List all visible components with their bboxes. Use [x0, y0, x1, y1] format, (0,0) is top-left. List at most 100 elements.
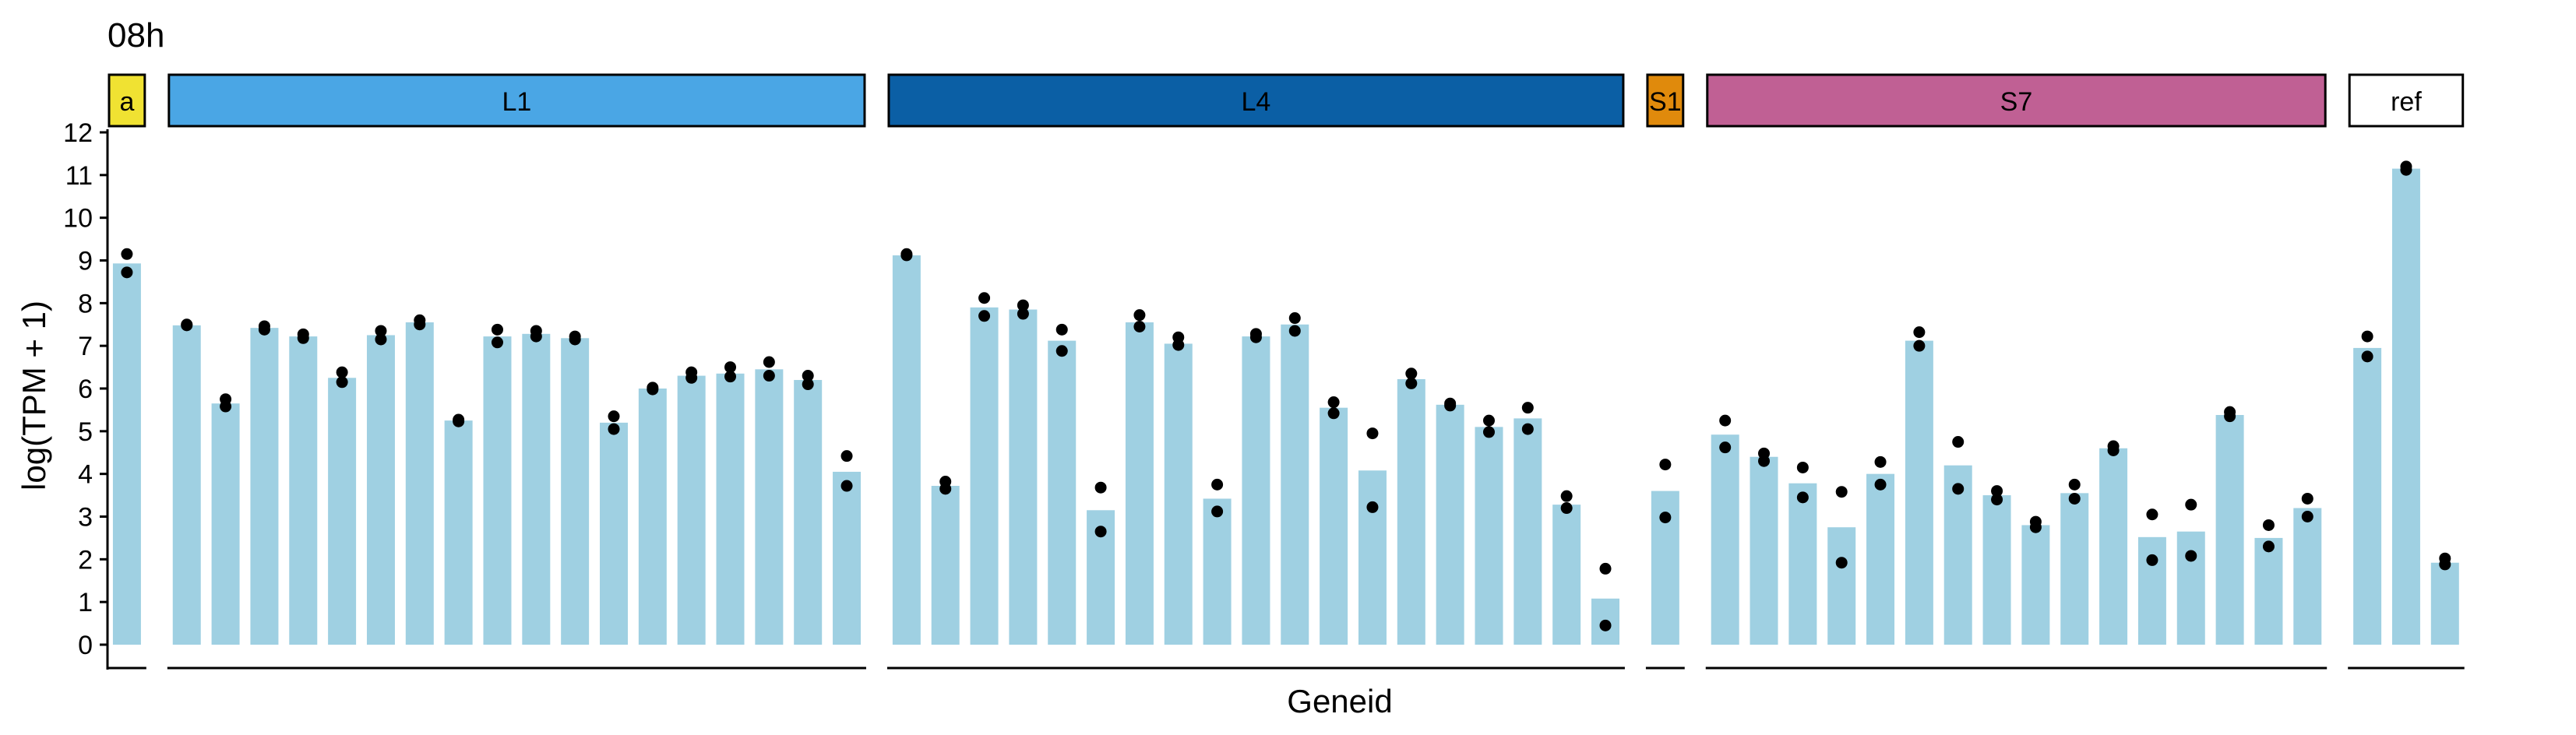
strip-L4 [887, 73, 1625, 128]
data-point [1211, 478, 1224, 491]
bar [289, 336, 318, 645]
data-point [978, 310, 991, 322]
data-point [1482, 426, 1495, 438]
bar [1514, 418, 1542, 645]
strip-label-a: a [119, 87, 134, 117]
bar [1320, 407, 1348, 645]
bar [1009, 309, 1038, 645]
strip-L1 [167, 73, 866, 128]
bar [522, 333, 551, 645]
bar [405, 322, 434, 645]
y-tick-label: 10 [63, 204, 93, 234]
data-point [1991, 494, 2003, 506]
data-point [1172, 339, 1185, 351]
strip-label-ref: ref [2391, 87, 2422, 117]
data-point [1405, 377, 1418, 389]
data-point [1599, 562, 1612, 575]
data-point [1874, 455, 1887, 468]
bar [366, 335, 395, 645]
bar [1475, 427, 1503, 645]
bar [1827, 527, 1856, 645]
y-tick-label: 11 [65, 161, 93, 191]
data-point [1659, 512, 1672, 524]
y-tick-label: 0 [78, 631, 93, 660]
y-tick-label: 7 [78, 332, 93, 361]
data-point [802, 370, 814, 382]
bar [931, 486, 960, 645]
data-point [1133, 320, 1146, 332]
bar [444, 420, 473, 645]
data-point [220, 400, 232, 413]
data-point [1913, 326, 1926, 339]
data-point [2262, 540, 2275, 553]
data-point [763, 356, 775, 368]
bar [2060, 493, 2089, 645]
bar [794, 380, 823, 645]
data-point [685, 371, 698, 384]
data-point [2029, 521, 2042, 533]
data-point [2301, 511, 2313, 522]
bar [250, 328, 279, 645]
bar [1281, 324, 1309, 645]
strip-label-S1: S1 [1649, 87, 1682, 117]
bar [1905, 340, 1933, 645]
data-point [724, 361, 737, 374]
panel-S7: S7 [1705, 73, 2328, 670]
data-point [2146, 554, 2158, 566]
data-point [1796, 461, 1809, 473]
bar [638, 389, 667, 645]
bar [716, 373, 745, 645]
bar [561, 338, 590, 645]
data-point [1288, 312, 1301, 325]
data-point [2068, 478, 2081, 491]
data-point [2301, 492, 2313, 505]
chart-title: 08h [107, 16, 164, 55]
data-point [1719, 414, 1732, 427]
data-point [1835, 557, 1848, 569]
bar [2254, 537, 2283, 645]
bar [1048, 340, 1077, 645]
y-tick-label: 3 [78, 503, 93, 533]
y-tick-label: 6 [78, 375, 93, 404]
data-point [375, 333, 387, 346]
data-point [1659, 459, 1672, 471]
y-tick-label: 4 [78, 460, 93, 490]
bar [2021, 525, 2050, 645]
data-point [1366, 501, 1379, 513]
data-point [1094, 526, 1107, 538]
strip-label-L1: L1 [502, 87, 531, 117]
data-point [1327, 396, 1340, 409]
data-point [1366, 427, 1379, 440]
bar [1866, 473, 1895, 645]
bar [2293, 508, 2322, 645]
panel-a: a [107, 73, 146, 670]
data-point [121, 248, 133, 260]
data-point [569, 333, 581, 346]
strip-label-S7: S7 [2000, 87, 2033, 117]
data-point [258, 323, 270, 336]
data-point [1249, 331, 1262, 343]
data-point [375, 325, 387, 337]
data-point [1991, 485, 2003, 498]
y-tick-label: 9 [78, 247, 93, 276]
strip-S1 [1646, 73, 1685, 128]
data-point [336, 376, 348, 389]
data-point [121, 266, 133, 279]
data-point [1405, 368, 1418, 380]
data-point [1521, 423, 1534, 435]
bar [892, 255, 921, 645]
data-point [1094, 481, 1107, 494]
bar [1943, 465, 1972, 645]
data-point [978, 292, 991, 304]
data-point [1913, 339, 1926, 352]
bar [1711, 434, 1739, 645]
data-point [724, 371, 737, 383]
data-point [647, 383, 659, 396]
x-axis-label: Geneid [1287, 683, 1392, 719]
data-point [1017, 308, 1029, 320]
bar [1552, 505, 1581, 645]
bar [1203, 498, 1232, 645]
data-point [1211, 505, 1224, 518]
